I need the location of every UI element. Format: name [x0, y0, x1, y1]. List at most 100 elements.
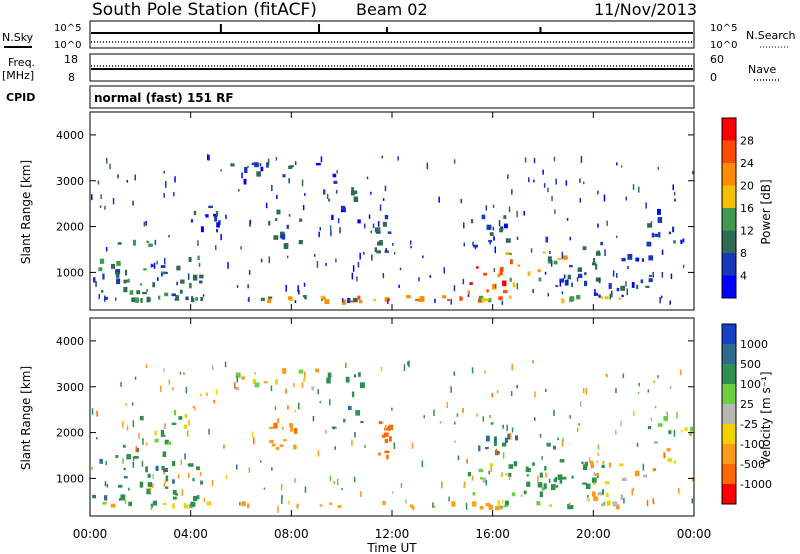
velocity-speck [120, 382, 122, 387]
velocity-cell-2 [382, 501, 386, 506]
velocity-speck [597, 452, 599, 456]
velocity-cell-0 [102, 502, 107, 505]
power-cell-11 [328, 198, 331, 202]
power-colorbar-tick-3: 16 [740, 202, 754, 215]
velocity-cell-16 [606, 492, 609, 498]
power-speck [198, 262, 201, 267]
power-cell-18 [680, 239, 683, 244]
power-speck [117, 174, 119, 179]
velocity-speck [405, 499, 407, 504]
velocity-colorbar-swatch-0 [722, 324, 736, 345]
power-cell-17 [648, 255, 654, 261]
power-cell-18 [673, 240, 676, 244]
velocity-cell-16 [593, 473, 599, 477]
power-speck [112, 198, 115, 205]
velocity-speck [471, 475, 474, 481]
power-speck [597, 223, 599, 228]
power-cell-9 [315, 162, 321, 166]
velocity-cell-12 [478, 468, 484, 473]
power-cell-14 [505, 251, 509, 255]
power-speck [463, 242, 465, 247]
velocity-cell-5 [133, 455, 139, 459]
power-cell-9 [256, 171, 261, 177]
power-speck [259, 163, 262, 167]
velocity-cell-11 [378, 421, 383, 425]
power-speck [660, 295, 663, 299]
velocity-speck [502, 424, 504, 429]
power-cell-13 [469, 282, 473, 285]
power-cell-8 [213, 213, 218, 217]
velocity-speck [482, 416, 485, 422]
power-speck [143, 221, 146, 227]
velocity-speck [329, 399, 331, 406]
velocity-speck [208, 428, 210, 435]
power-cell-11 [353, 196, 359, 202]
power-speck [357, 262, 360, 268]
power-cell-17 [598, 294, 601, 298]
velocity-cell-14 [493, 436, 497, 442]
power-cell-14 [557, 257, 562, 260]
power-speck [422, 255, 424, 258]
velocity-speck [212, 365, 214, 370]
velocity-speck [384, 424, 387, 432]
power-cell-16 [564, 279, 569, 286]
velocity-speck [251, 431, 254, 438]
power-cell-12 [377, 241, 381, 246]
power-cell-11 [352, 190, 358, 195]
date-label: 11/Nov/2013 [594, 0, 697, 19]
velocity-speck [638, 382, 640, 387]
velocity-speck [673, 429, 676, 437]
velocity-speck [446, 402, 449, 409]
velocity-cell-9 [268, 426, 274, 429]
velocity-cell-13 [526, 481, 531, 487]
power-cell-17 [608, 283, 612, 289]
velocity-speck [489, 415, 491, 418]
power-cell-10 [299, 218, 303, 222]
velocity-speck [642, 463, 645, 471]
velocity-cell-4 [123, 467, 126, 471]
velocity-speck [319, 401, 321, 404]
velocity-cell-3 [612, 501, 618, 507]
power-speck [549, 251, 551, 255]
power-speck [462, 278, 465, 285]
velocity-speck [132, 420, 135, 427]
velocity-cell-14 [504, 437, 508, 443]
power-cell-11 [351, 187, 354, 192]
power-cell-17 [595, 277, 601, 282]
velocity-speck [159, 385, 162, 392]
velocity-speck [588, 457, 591, 463]
power-speck [485, 205, 488, 211]
velocity-cell-7 [160, 429, 165, 435]
power-cell-13 [502, 280, 507, 287]
velocity-speck [580, 401, 582, 407]
velocity-cell-7 [174, 409, 177, 416]
velocity-cell-14 [478, 445, 481, 452]
power-colorbar-swatch-6 [722, 253, 736, 276]
power-speck [271, 185, 273, 192]
power-speck [533, 157, 536, 164]
power-speck [98, 293, 100, 299]
velocity-cell-17 [667, 458, 672, 462]
velocity-speck [234, 382, 236, 389]
velocity-colorbar-swatch-2 [722, 364, 736, 385]
power-speck [379, 204, 382, 211]
power-cell-18 [651, 232, 655, 238]
velocity-speck [578, 423, 580, 426]
power-colorbar-tick-5: 8 [740, 247, 747, 260]
power-cell-16 [548, 256, 552, 262]
power-cell-18 [654, 233, 659, 237]
velocity-speck [462, 408, 464, 413]
power-speck [351, 272, 354, 280]
power-speck [566, 279, 569, 285]
velocity-cell-6 [172, 461, 176, 467]
power-cell-0 [158, 295, 161, 300]
velocity-speck [495, 449, 497, 456]
velocity-cell-8 [298, 369, 304, 374]
velocity-speck [188, 420, 190, 426]
velocity-speck [620, 420, 622, 427]
power-cell-9 [230, 163, 235, 167]
velocity-speck [623, 497, 625, 504]
velocity-colorbar-tick-5: -100 [740, 438, 765, 451]
power-speck [561, 291, 564, 295]
power-cell-15 [489, 232, 494, 236]
